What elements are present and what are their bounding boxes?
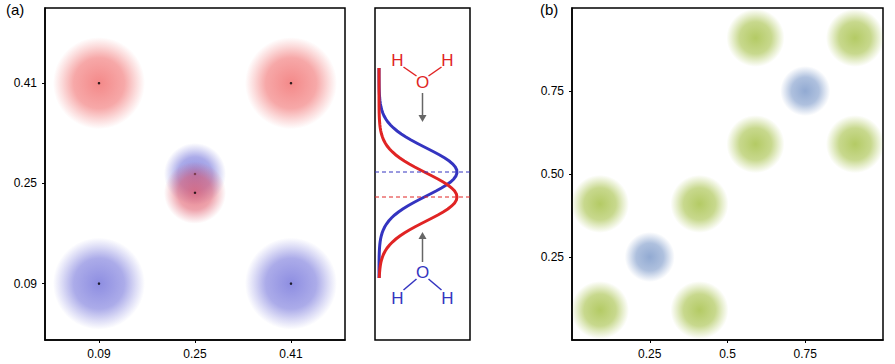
svg-text:0.5: 0.5: [719, 347, 736, 361]
svg-text:0.50: 0.50: [541, 167, 565, 181]
svg-text:0.41: 0.41: [14, 76, 38, 90]
svg-text:(a): (a): [6, 1, 24, 18]
svg-text:0.25: 0.25: [183, 347, 207, 361]
svg-text:H: H: [391, 289, 403, 308]
svg-text:H: H: [391, 51, 403, 70]
svg-text:0.25: 0.25: [14, 176, 38, 190]
svg-text:H: H: [441, 51, 453, 70]
svg-text:0.41: 0.41: [279, 347, 303, 361]
svg-text:0.25: 0.25: [541, 250, 565, 264]
svg-text:0.75: 0.75: [541, 84, 565, 98]
svg-text:(b): (b): [540, 1, 558, 18]
svg-text:0.25: 0.25: [638, 347, 662, 361]
svg-text:O: O: [416, 73, 429, 92]
svg-text:0.09: 0.09: [14, 277, 38, 291]
svg-text:O: O: [416, 263, 429, 282]
svg-text:H: H: [441, 289, 453, 308]
svg-text:0.09: 0.09: [87, 347, 111, 361]
svg-text:0.75: 0.75: [794, 347, 818, 361]
